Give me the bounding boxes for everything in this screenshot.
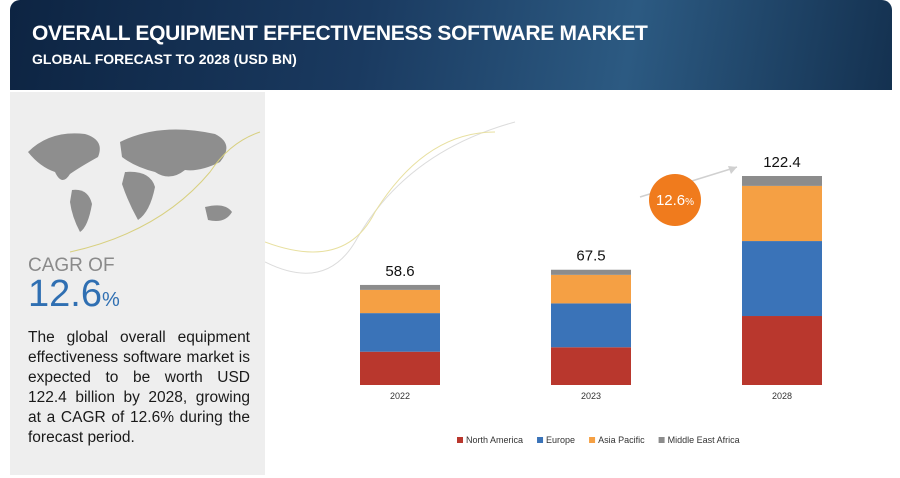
cagr-label: CAGR OF	[28, 255, 115, 276]
bar-segment	[360, 313, 440, 352]
chart-title: OVERALL EQUIPMENT EFFECTIVENESS SOFTWARE…	[32, 22, 648, 45]
chart: 12.6% 58.6 2022 67.5 2023 122.4 2028 North Ame…	[265, 121, 822, 445]
bar-segment	[360, 289, 440, 314]
cagr-unit: %	[101, 289, 120, 311]
total-label: 122.4	[763, 154, 801, 171]
header-banner: OVERALL EQUIPMENT EFFECTIVENESS SOFTWARE…	[10, 0, 892, 90]
chart-subtitle: GLOBAL FORECAST TO 2028 (USD BN)	[32, 51, 297, 67]
total-label: 58.6	[385, 263, 414, 280]
legend-swatch	[457, 437, 463, 443]
decor-curve	[265, 121, 516, 274]
cagr-number: 12.6	[28, 273, 102, 315]
decor-curve	[265, 131, 496, 253]
badge-value: 12.6	[656, 192, 685, 209]
cagr-badge	[649, 174, 701, 226]
bar-segment	[360, 284, 440, 290]
description: The global overall equipment effectivene…	[28, 329, 250, 446]
bar-segment	[551, 269, 631, 275]
legend-swatch	[537, 437, 544, 443]
cagr-value: 12.6%	[28, 273, 120, 316]
total-label: 67.5	[576, 248, 605, 265]
legend-swatch	[658, 437, 665, 443]
bar-segment	[551, 274, 631, 304]
legend-label: Middle East Africa	[668, 435, 740, 445]
bar-segment	[742, 316, 822, 385]
bar-segment	[742, 241, 822, 317]
bar-segment	[360, 351, 440, 385]
badge-unit: %	[685, 197, 694, 208]
arrow-head	[728, 166, 737, 174]
bar-segment	[742, 185, 822, 242]
legend-label: North America	[466, 435, 523, 445]
x-tick-label: 2022	[390, 391, 410, 401]
legend-label: Asia Pacific	[598, 435, 645, 445]
badge-text: 12.6%	[656, 192, 694, 209]
legend-label: Europe	[546, 435, 575, 445]
x-tick-label: 2028	[772, 391, 792, 401]
legend-swatch	[589, 437, 596, 443]
world-map	[28, 129, 261, 253]
bar-segment	[742, 176, 822, 186]
left-panel: CAGR OF 12.6% The global overall equipme…	[10, 92, 265, 475]
bar-segment	[551, 347, 631, 385]
bar-segment	[551, 303, 631, 348]
x-tick-label: 2023	[581, 391, 601, 401]
